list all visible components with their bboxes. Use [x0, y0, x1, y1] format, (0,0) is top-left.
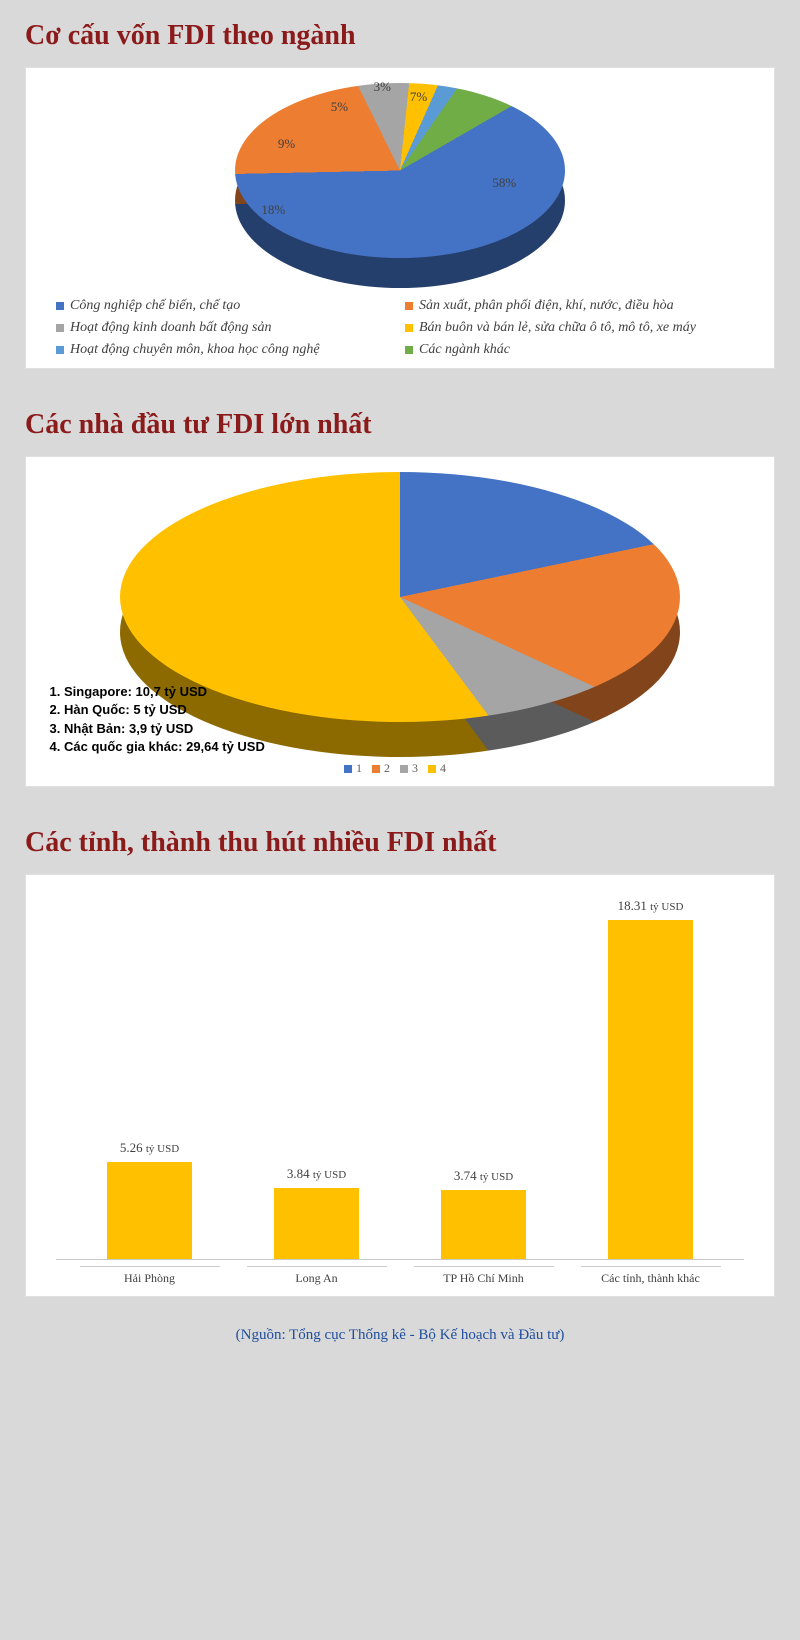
legend-item: 4	[428, 761, 446, 775]
bar-category: Long An	[247, 1266, 387, 1286]
title-2: Các nhà đầu tư FDI lớn nhất	[25, 409, 775, 441]
pct-9: 9%	[278, 136, 295, 152]
bar-chart: 5.26 tỷ USD 3.84 tỷ USD 3.74 tỷ USD 18.3…	[26, 875, 774, 1296]
legend-swatch	[428, 765, 436, 773]
bar	[107, 1162, 192, 1259]
ranked-item: Singapore: 10,7 tỷ USD	[64, 683, 265, 701]
legend-swatch	[56, 346, 64, 354]
pct-58: 58%	[492, 175, 516, 191]
bar-column: 3.84 tỷ USD	[247, 1166, 387, 1259]
bar-category: Các tỉnh, thành khác	[581, 1266, 721, 1286]
section-fdi-by-sector: Cơ cấu vốn FDI theo ngành 58% 18% 9% 5% …	[0, 0, 800, 389]
ranked-list: Singapore: 10,7 tỷ USDHàn Quốc: 5 tỷ USD…	[46, 683, 265, 756]
bar-value: 3.74 tỷ USD	[454, 1168, 513, 1184]
bar-category: Hải Phòng	[80, 1266, 220, 1286]
legend-swatch	[56, 302, 64, 310]
legend-2: 1234	[46, 761, 754, 776]
ranked-item: Hàn Quốc: 5 tỷ USD	[64, 701, 265, 719]
legend-swatch	[56, 324, 64, 332]
legend-swatch	[405, 302, 413, 310]
pct-5: 5%	[331, 99, 348, 115]
panel-3: 5.26 tỷ USD 3.84 tỷ USD 3.74 tỷ USD 18.3…	[25, 874, 775, 1297]
legend-swatch	[400, 765, 408, 773]
bar-column: 18.31 tỷ USD	[581, 898, 721, 1259]
panel-1: 58% 18% 9% 5% 3% 7% Công nghiệp chế biến…	[25, 67, 775, 369]
legend-item: 2	[372, 761, 390, 775]
bar-category: TP Hồ Chí Minh	[414, 1266, 554, 1286]
pie-top	[235, 83, 565, 258]
legend-item: Bán buôn và bán lẻ, sửa chữa ô tô, mô tô…	[405, 320, 744, 336]
bar-column: 5.26 tỷ USD	[80, 1140, 220, 1259]
pct-7: 7%	[410, 89, 427, 105]
bar-value: 5.26 tỷ USD	[120, 1140, 179, 1156]
legend-1: Công nghiệp chế biến, chế tạo Sản xuất, p…	[56, 298, 744, 358]
section-fdi-provinces: Các tỉnh, thành thu hút nhiều FDI nhất 5…	[0, 807, 800, 1317]
pct-3: 3%	[374, 79, 391, 95]
legend-swatch	[405, 346, 413, 354]
title-3: Các tỉnh, thành thu hút nhiều FDI nhất	[25, 827, 775, 859]
legend-item: 1	[344, 761, 362, 775]
pct-18: 18%	[261, 202, 285, 218]
legend-label: Sản xuất, phân phối điện, khí, nước, điề…	[419, 298, 674, 314]
bar-value: 3.84 tỷ USD	[287, 1166, 346, 1182]
bar	[274, 1188, 359, 1259]
legend-item: 3	[400, 761, 418, 775]
ranked-item: Nhật Bản: 3,9 tỷ USD	[64, 720, 265, 738]
legend-item: Sản xuất, phân phối điện, khí, nước, điề…	[405, 298, 744, 314]
legend-label: Bán buôn và bán lẻ, sửa chữa ô tô, mô tô…	[419, 320, 696, 336]
legend-label: Hoạt động chuyên môn, khoa học công nghệ	[70, 342, 320, 358]
legend-label: Các ngành khác	[419, 342, 510, 358]
pie-chart-1: 58% 18% 9% 5% 3% 7% Công nghiệp chế biến…	[26, 68, 774, 368]
legend-item: Các ngành khác	[405, 342, 744, 358]
section-fdi-investors: Các nhà đầu tư FDI lớn nhất Singapore: 1…	[0, 389, 800, 807]
legend-label: Hoạt động kinh doanh bất động sản	[70, 320, 271, 336]
title-1: Cơ cấu vốn FDI theo ngành	[25, 20, 775, 52]
bar-value: 18.31 tỷ USD	[618, 898, 684, 914]
panel-2: Singapore: 10,7 tỷ USDHàn Quốc: 5 tỷ USD…	[25, 456, 775, 787]
legend-swatch	[344, 765, 352, 773]
legend-swatch	[405, 324, 413, 332]
legend-item: Hoạt động kinh doanh bất động sản	[56, 320, 395, 336]
bar	[441, 1190, 526, 1259]
legend-swatch	[372, 765, 380, 773]
pie-chart-2: Singapore: 10,7 tỷ USDHàn Quốc: 5 tỷ USD…	[26, 457, 774, 786]
bar-column: 3.74 tỷ USD	[414, 1168, 554, 1259]
legend-item: Công nghiệp chế biến, chế tạo	[56, 298, 395, 314]
legend-item: Hoạt động chuyên môn, khoa học công nghệ	[56, 342, 395, 358]
legend-label: Công nghiệp chế biến, chế tạo	[70, 298, 240, 314]
source-text: (Nguồn: Tổng cục Thống kê - Bộ Kế hoạch …	[0, 1317, 800, 1362]
bar	[608, 920, 693, 1259]
ranked-item: Các quốc gia khác: 29,64 tỷ USD	[64, 738, 265, 756]
